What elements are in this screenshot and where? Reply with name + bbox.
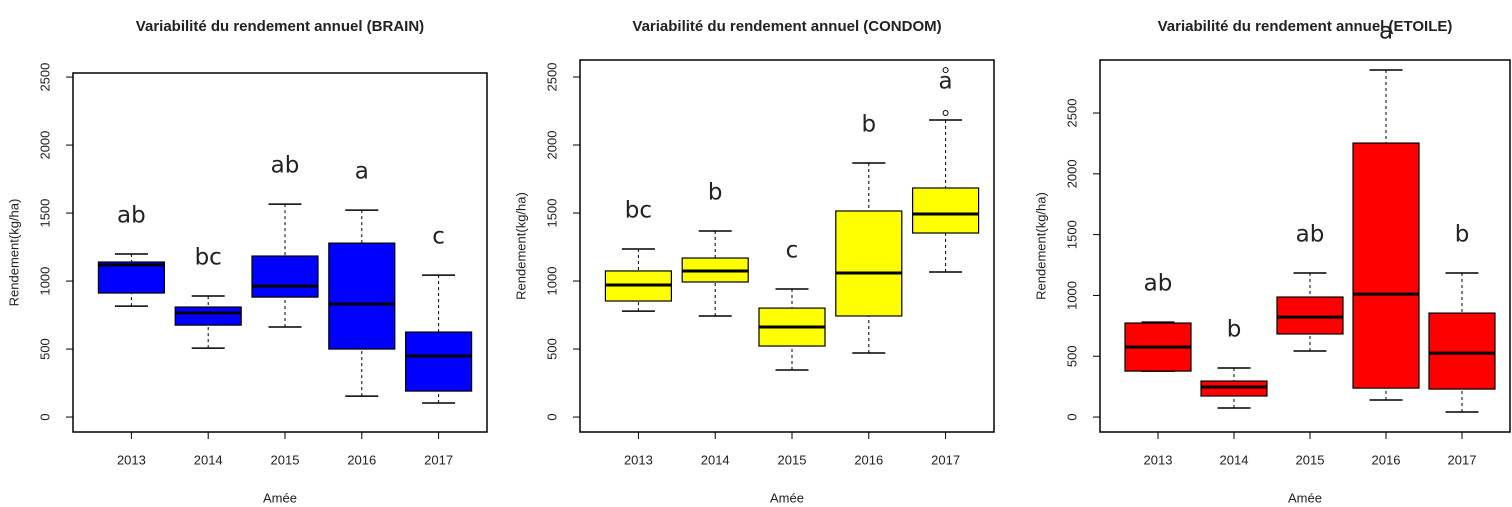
outlier bbox=[942, 110, 949, 117]
x-tick-label: 2013 bbox=[624, 452, 653, 467]
y-tick-label: 2500 bbox=[37, 63, 52, 92]
significance-letter: a bbox=[355, 159, 369, 185]
significance-letter: b bbox=[861, 111, 876, 137]
x-tick-label: 2017 bbox=[424, 452, 453, 467]
plot-frame bbox=[1099, 59, 1511, 433]
significance-letter: bc bbox=[625, 198, 652, 224]
plot-frame bbox=[579, 59, 995, 433]
box bbox=[251, 255, 319, 298]
x-tick-label: 2013 bbox=[1144, 452, 1173, 467]
y-tick-label: 1000 bbox=[37, 267, 52, 296]
x-tick-label: 2014 bbox=[1220, 452, 1249, 467]
x-tick-label: 2014 bbox=[701, 452, 730, 467]
box bbox=[1200, 380, 1268, 397]
y-tick-label: 2000 bbox=[544, 131, 559, 160]
plot-frame bbox=[72, 72, 488, 433]
box bbox=[97, 261, 166, 294]
x-tick-label: 2015 bbox=[778, 452, 807, 467]
y-tick-label: 1500 bbox=[37, 199, 52, 228]
significance-letter: b bbox=[1455, 222, 1470, 248]
chart-title: Variabilité du rendement annuel (BRAIN) bbox=[136, 18, 424, 35]
x-tick-label: 2017 bbox=[931, 452, 960, 467]
box bbox=[174, 306, 242, 326]
significance-letter: ab bbox=[117, 202, 146, 228]
box bbox=[1352, 142, 1420, 389]
x-tick-label: 2016 bbox=[854, 452, 883, 467]
x-tick-label: 2016 bbox=[347, 452, 376, 467]
y-tick-label: 0 bbox=[37, 413, 52, 420]
y-tick-label: 500 bbox=[37, 338, 52, 360]
y-tick-label: 1000 bbox=[1064, 281, 1079, 310]
y-tick-label: 0 bbox=[1064, 413, 1079, 420]
box bbox=[911, 187, 980, 234]
y-axis-label: Rendement(kg/ha) bbox=[1033, 192, 1048, 300]
box bbox=[835, 210, 903, 317]
y-tick-label: 2000 bbox=[1064, 159, 1079, 188]
significance-letter: a bbox=[1379, 18, 1393, 44]
significance-letter: a bbox=[939, 68, 953, 94]
box bbox=[405, 331, 473, 392]
y-axis-label: Rendement(kg/ha) bbox=[513, 192, 528, 300]
x-tick-label: 2016 bbox=[1372, 452, 1401, 467]
y-tick-label: 2500 bbox=[1064, 99, 1079, 128]
x-axis-label: Amée bbox=[1288, 490, 1322, 505]
y-tick-label: 2000 bbox=[37, 131, 52, 160]
x-axis-label: Amée bbox=[770, 490, 804, 505]
significance-letter: ab bbox=[1144, 271, 1173, 297]
box bbox=[328, 242, 396, 350]
y-tick-label: 1500 bbox=[1064, 220, 1079, 249]
outlier bbox=[942, 67, 949, 74]
significance-letter: b bbox=[1227, 317, 1242, 343]
chart-title: Variabilité du rendement annuel (CONDOM) bbox=[632, 18, 941, 35]
significance-letter: ab bbox=[1296, 222, 1325, 248]
chart-title: Variabilité du rendement annuel (ETOILE) bbox=[1158, 18, 1453, 35]
significance-letter: ab bbox=[271, 153, 300, 179]
x-tick-label: 2015 bbox=[1296, 452, 1325, 467]
x-tick-label: 2013 bbox=[117, 452, 146, 467]
x-tick-label: 2014 bbox=[194, 452, 223, 467]
x-tick-label: 2017 bbox=[1448, 452, 1477, 467]
significance-letter: bc bbox=[195, 245, 222, 271]
significance-letter: c bbox=[432, 224, 445, 250]
y-tick-label: 0 bbox=[544, 413, 559, 420]
y-tick-label: 500 bbox=[544, 338, 559, 360]
y-tick-label: 1000 bbox=[544, 267, 559, 296]
box bbox=[1276, 296, 1344, 335]
significance-letter: c bbox=[786, 238, 799, 264]
y-tick-label: 1500 bbox=[544, 199, 559, 228]
x-tick-label: 2015 bbox=[271, 452, 300, 467]
y-tick-label: 500 bbox=[1064, 345, 1079, 367]
y-tick-label: 2500 bbox=[544, 63, 559, 92]
box bbox=[1428, 312, 1496, 390]
significance-letter: b bbox=[708, 179, 723, 205]
x-axis-label: Amée bbox=[263, 490, 297, 505]
y-axis-label: Rendement(kg/ha) bbox=[6, 199, 21, 307]
